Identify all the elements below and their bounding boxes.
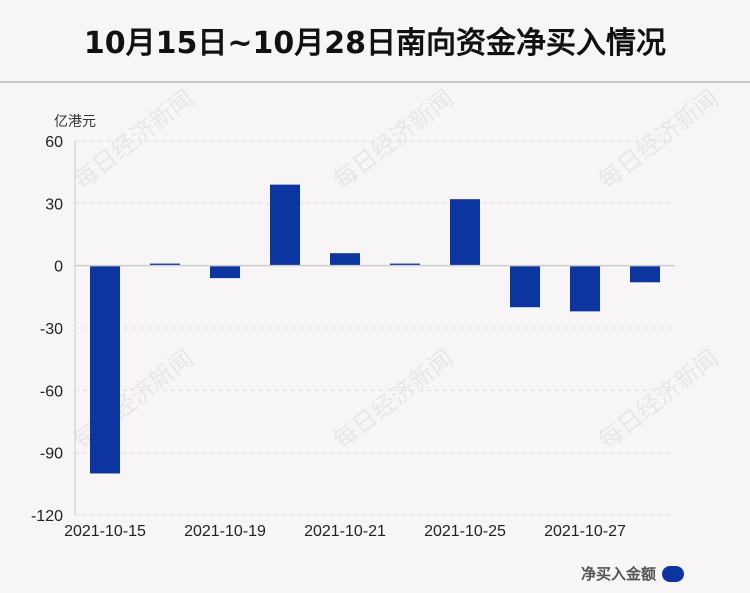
x-tick-label: 2021-10-19	[184, 523, 266, 540]
bar	[450, 199, 480, 266]
bar	[510, 265, 540, 308]
legend-label: 净买入金额	[580, 565, 656, 583]
y-tick-label: 30	[45, 196, 63, 213]
x-tick-label: 2021-10-27	[544, 523, 626, 540]
y-tick-label: 60	[45, 134, 63, 151]
y-tick-label: -30	[40, 321, 63, 338]
bar	[390, 263, 420, 266]
y-tick-label: -60	[40, 383, 63, 400]
bar	[150, 263, 180, 266]
bar	[210, 265, 240, 279]
y-tick-label: 0	[54, 259, 63, 276]
bar	[570, 265, 600, 312]
legend-swatch	[662, 565, 684, 582]
y-tick-label: -120	[31, 508, 63, 525]
x-tick-label: 2021-10-15	[64, 523, 146, 540]
bar	[330, 253, 360, 266]
x-tick-label: 2021-10-21	[304, 523, 386, 540]
legend: 净买入金额	[581, 563, 684, 584]
bar	[90, 265, 120, 474]
bar	[270, 184, 300, 266]
y-axis-unit-label: 亿港元	[54, 114, 96, 130]
x-tick-label: 2021-10-25	[424, 523, 506, 540]
chart-title: 10月15日~10月28日南向资金净买入情况	[83, 26, 667, 61]
y-tick-label: -90	[40, 446, 63, 463]
title-bar: 10月15日~10月28日南向资金净买入情况	[0, 0, 750, 83]
bar	[630, 265, 660, 283]
